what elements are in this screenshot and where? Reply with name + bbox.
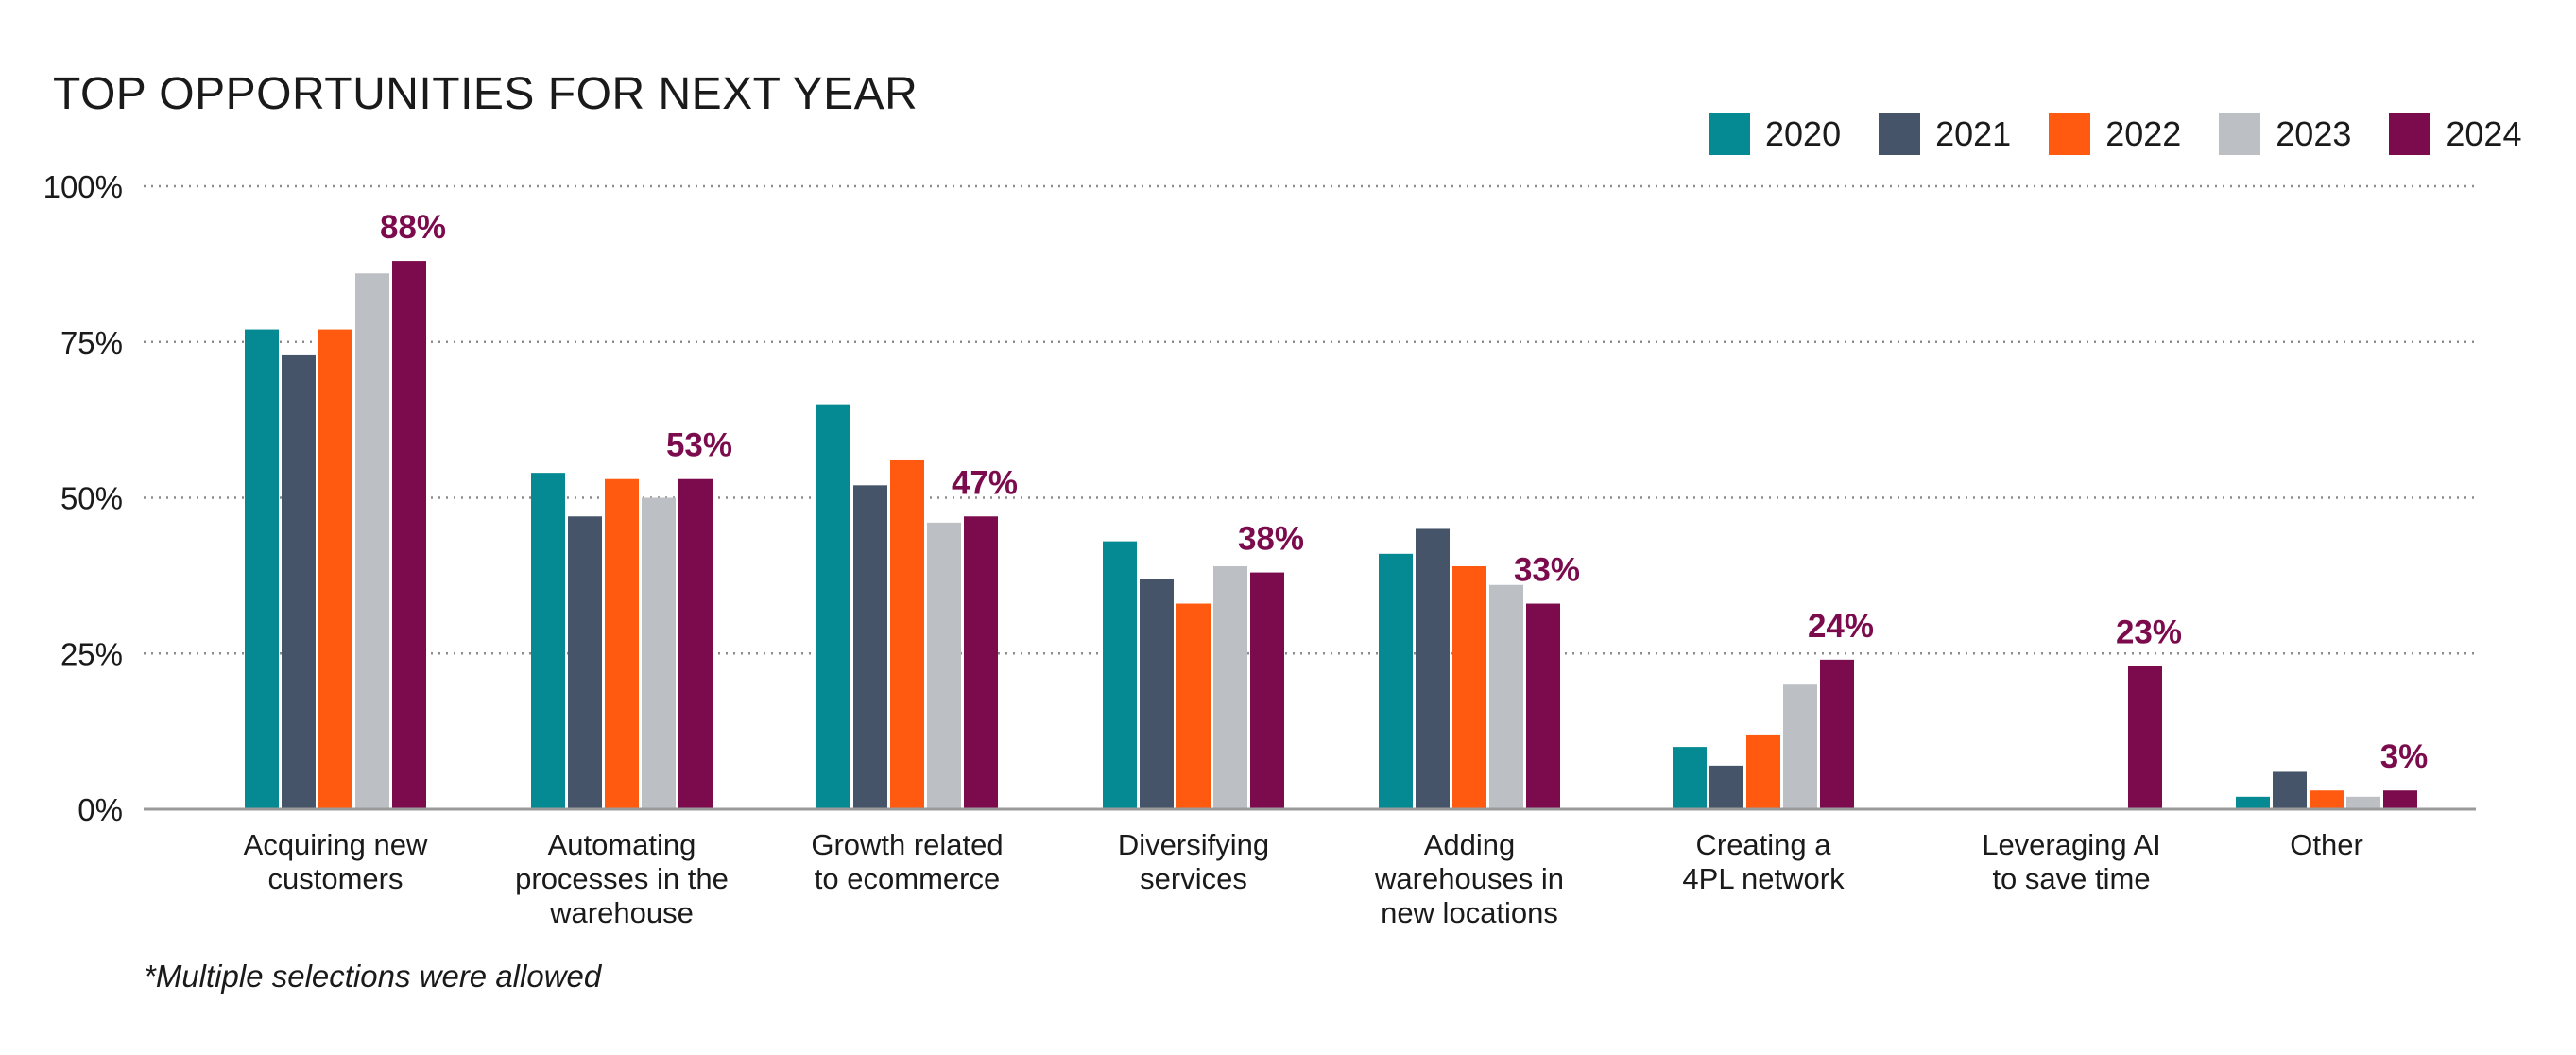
bar-2022 <box>1452 565 1486 809</box>
bar-2020 <box>245 329 279 809</box>
y-tick-label: 100% <box>43 169 123 204</box>
bar-2022 <box>890 459 924 809</box>
data-label: 53% <box>666 427 732 464</box>
bar-2022 <box>318 329 352 809</box>
data-label: 3% <box>2380 738 2429 775</box>
bar-2024 <box>392 261 426 810</box>
legend-label: 2024 <box>2446 114 2522 153</box>
data-label: 47% <box>952 464 1018 501</box>
bar-2023 <box>1213 565 1247 809</box>
legend-item-2022: 2022 <box>2049 113 2181 155</box>
x-tick-label-line: 4PL network <box>1682 862 1845 895</box>
x-tick-label-line: Diversifying <box>1118 828 1269 861</box>
y-tick-label: 75% <box>60 325 123 360</box>
data-label: 88% <box>380 209 446 246</box>
y-tick-label: 0% <box>77 792 123 827</box>
x-tick-label-line: customers <box>268 862 404 895</box>
x-tick-label: Acquiring new customers <box>244 828 428 895</box>
bar-2024 <box>1250 572 1284 809</box>
bar-2021 <box>1416 528 1450 809</box>
legend-swatch <box>2049 113 2091 155</box>
x-tick-label-line: to save time <box>1992 862 2150 895</box>
bar-2023 <box>1489 584 1523 809</box>
bar-2023 <box>642 497 676 809</box>
legend-item-2023: 2023 <box>2219 113 2351 155</box>
x-tick-label-line: to ecommerce <box>815 862 1000 895</box>
bar-2022 <box>605 478 639 809</box>
legend-label: 2021 <box>1935 114 2012 153</box>
bar-2021 <box>568 516 602 809</box>
legend-swatch <box>2389 113 2431 155</box>
legend-swatch <box>1709 113 1750 155</box>
legend-swatch <box>1879 113 1921 155</box>
x-tick-label-line: Adding <box>1424 828 1516 861</box>
x-tick-label: Growth related to ecommerce <box>811 828 1003 895</box>
bar-2024 <box>2128 666 2162 809</box>
bar-2024 <box>678 478 713 809</box>
x-tick-label: Other <box>2290 828 2363 861</box>
y-tick-label: 50% <box>60 481 123 516</box>
x-tick-label: Creating a 4PL network <box>1682 828 1845 895</box>
legend-item-2020: 2020 <box>1709 113 1841 155</box>
x-tick-label: Diversifying services <box>1118 828 1269 895</box>
bar-2020 <box>1103 541 1137 809</box>
bar-2021 <box>282 354 316 809</box>
legend-label: 2022 <box>2105 114 2182 153</box>
x-tick-label-line: Growth related <box>811 828 1003 861</box>
x-tick-label-line: warehouse <box>549 896 694 929</box>
x-tick-label-line: Acquiring new <box>244 828 428 861</box>
bar-2022 <box>1746 734 1780 809</box>
x-tick-label-line: processes in the <box>515 862 729 895</box>
footnote: *Multiple selections were allowed <box>144 959 602 994</box>
bar-2024 <box>1820 659 1854 809</box>
x-tick-label-line: new locations <box>1381 896 1558 929</box>
bar-2023 <box>2346 796 2380 809</box>
bar-2024 <box>2383 790 2417 809</box>
legend-item-2021: 2021 <box>1879 113 2011 155</box>
data-label: 24% <box>1808 608 1874 645</box>
legend: 2020 2021 2022 2023 2024 <box>1709 113 2559 155</box>
legend-label: 2020 <box>1765 114 1842 153</box>
legend-item-2024: 2024 <box>2389 113 2521 155</box>
x-tick-label-line: Creating a <box>1695 828 1831 861</box>
x-tick-label: Leveraging AI to save time <box>1982 828 2161 895</box>
x-tick-label-line: Automating <box>548 828 696 861</box>
bar-2020 <box>531 473 565 809</box>
chart-title: TOP OPPORTUNITIES FOR NEXT YEAR <box>53 69 919 119</box>
data-label: 23% <box>2116 614 2182 650</box>
legend-label: 2023 <box>2275 114 2352 153</box>
bar-2022 <box>1176 603 1211 809</box>
bar-2021 <box>853 485 887 809</box>
bar-2023 <box>355 273 389 809</box>
bar-2020 <box>1673 747 1707 809</box>
bar-2021 <box>1709 765 1743 809</box>
bar-2021 <box>1140 579 1174 809</box>
bar-2023 <box>927 522 961 809</box>
y-tick-label: 25% <box>60 636 123 671</box>
x-tick-label-line: Other <box>2290 828 2363 861</box>
data-label: 33% <box>1514 552 1580 589</box>
x-tick-label-line: warehouses in <box>1374 862 1564 895</box>
bar-2020 <box>2236 796 2270 809</box>
x-tick-label-line: services <box>1140 862 1247 895</box>
bar-2024 <box>1526 603 1560 809</box>
bar-2022 <box>2310 790 2344 809</box>
bar-2020 <box>816 404 850 809</box>
bar-2024 <box>964 516 998 809</box>
bar-2021 <box>2273 771 2307 809</box>
data-label: 38% <box>1238 521 1304 558</box>
legend-swatch <box>2219 113 2261 155</box>
bar-2023 <box>1783 684 1817 809</box>
x-tick-label-line: Leveraging AI <box>1982 828 2161 861</box>
x-tick-label: Adding warehouses in new locations <box>1374 828 1564 929</box>
x-tick-label: Automating processes in the warehouse <box>515 828 729 929</box>
bar-2020 <box>1379 553 1413 809</box>
